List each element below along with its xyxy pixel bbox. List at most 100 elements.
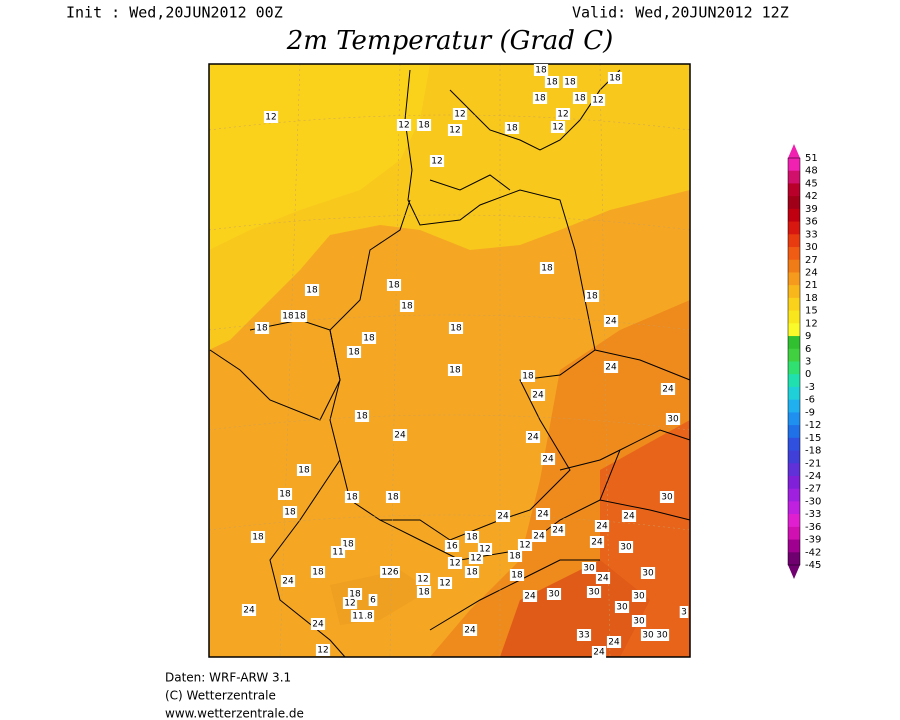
station-label: 12	[592, 96, 603, 106]
label-box	[530, 389, 546, 401]
colorbar-label: -9	[805, 407, 815, 418]
label-box	[589, 536, 605, 548]
label-box	[665, 413, 681, 425]
colorbar-label: -42	[805, 547, 821, 558]
colorbar-segment	[788, 501, 800, 515]
station-label: 18	[279, 490, 291, 500]
station-label: 12	[552, 123, 563, 133]
colorbar-label: -30	[805, 496, 821, 507]
footer-line: (C) Wetterzentrale	[165, 689, 276, 703]
label-box	[504, 122, 520, 134]
label-box	[532, 92, 548, 104]
station-label: 30	[588, 588, 600, 598]
colorbar-segment	[788, 539, 800, 553]
label-box	[509, 569, 525, 581]
colorbar-segment	[788, 463, 800, 477]
label-box	[462, 624, 478, 636]
station-label: 18	[388, 281, 400, 291]
station-label: 12	[417, 575, 428, 585]
label-box	[464, 566, 480, 578]
station-label: 24	[591, 538, 603, 548]
label-box	[277, 488, 293, 500]
label-box	[380, 566, 400, 578]
label-box	[282, 506, 298, 518]
station-label: 12	[479, 545, 490, 555]
station-label: 18	[546, 78, 558, 88]
label-box	[368, 594, 378, 606]
colorbar-segment	[788, 412, 800, 426]
label-box	[640, 567, 656, 579]
label-box	[654, 629, 670, 641]
label-box	[640, 629, 656, 641]
colorbar-segment	[788, 208, 800, 223]
label-box	[447, 124, 463, 136]
label-box	[603, 315, 619, 327]
station-label: 12	[344, 599, 355, 609]
label-box	[606, 636, 622, 648]
label-box	[344, 491, 360, 503]
station-label: 12	[519, 541, 530, 551]
colorbar: 51484542393633302724211815129630-3-6-9-1…	[787, 144, 821, 579]
station-label: 24	[596, 522, 608, 532]
label-box	[296, 464, 312, 476]
label-box	[468, 552, 484, 564]
colorbar-segment	[788, 221, 800, 235]
station-label: 30	[642, 569, 654, 579]
colorbar-segment	[788, 336, 800, 350]
station-label: 30	[583, 564, 595, 574]
colorbar-label: 48	[805, 166, 818, 177]
label-box	[437, 577, 453, 589]
colorbar-segment	[788, 259, 800, 273]
colorbar-segment	[788, 374, 800, 388]
station-label: 18	[418, 121, 430, 131]
station-label: 12	[449, 126, 460, 136]
station-label: 24	[623, 512, 635, 522]
colorbar-segment	[788, 437, 800, 452]
colorbar-segment	[788, 450, 800, 464]
label-box	[539, 262, 555, 274]
label-box	[618, 541, 634, 553]
station-label: 18	[401, 302, 413, 312]
station-label: 18	[609, 74, 621, 84]
colorbar-segment	[788, 514, 800, 528]
label-box	[525, 431, 541, 443]
label-box	[595, 572, 611, 584]
station-label: 24	[497, 512, 509, 522]
init-time: Init : Wed,20JUN2012 00Z	[66, 4, 283, 22]
colorbar-label: 33	[805, 229, 818, 240]
label-box	[361, 332, 377, 344]
label-box	[254, 322, 270, 334]
label-box	[241, 604, 257, 616]
label-box	[447, 364, 463, 376]
label-box	[444, 540, 460, 552]
colorbar-cap	[788, 144, 800, 158]
station-label: 24	[542, 455, 554, 465]
colorbar-label: -21	[805, 458, 821, 469]
label-box	[520, 370, 536, 382]
station-label: 30	[642, 631, 654, 641]
station-label: 6	[370, 596, 376, 606]
label-box	[386, 279, 402, 291]
station-label: 30	[548, 590, 560, 600]
label-box	[584, 290, 600, 302]
label-box	[550, 121, 566, 133]
station-label: 11	[352, 612, 363, 622]
label-box	[396, 119, 412, 131]
colorbar-segment	[788, 310, 800, 324]
station-label: 12	[431, 157, 442, 167]
colorbar-label: -24	[805, 471, 821, 482]
colorbar-label: 9	[805, 331, 811, 342]
station-label: 18	[522, 372, 534, 382]
station-label: 30	[633, 617, 645, 627]
colorbar-label: 27	[805, 255, 818, 266]
station-label: 18	[363, 334, 375, 344]
label-box	[250, 531, 266, 543]
colorbar-segment	[788, 552, 800, 566]
label-box	[392, 429, 408, 441]
station-label: 18	[356, 412, 368, 422]
colorbar-label: 24	[805, 267, 818, 278]
station-label: 18	[346, 493, 358, 503]
label-box	[495, 510, 511, 522]
